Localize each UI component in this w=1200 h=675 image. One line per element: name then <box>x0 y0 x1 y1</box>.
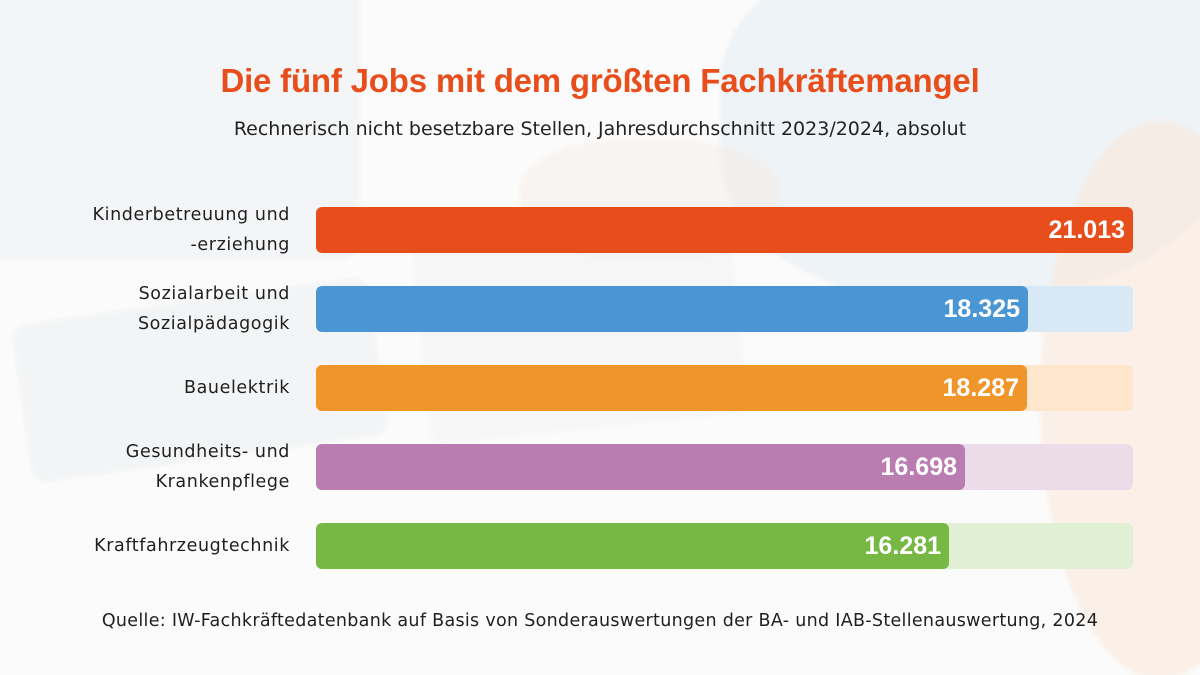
chart-subtitle: Rechnerisch nicht besetzbare Stellen, Ja… <box>233 118 967 140</box>
value-label: 21.013 <box>1048 215 1125 244</box>
bar-row: Kinderbetreuung und -erziehung 21.013 <box>0 205 1200 255</box>
category-label: Bauelektrik <box>183 378 290 398</box>
bar: 18.325 <box>316 286 1028 332</box>
bar: 18.287 <box>316 365 1027 411</box>
value-label: 16.698 <box>880 452 957 481</box>
category-label: Kraftfahrzeugtechnik <box>94 536 290 556</box>
bar: 16.281 <box>316 523 949 569</box>
value-label: 18.287 <box>942 373 1019 402</box>
value-label: 16.281 <box>864 531 941 560</box>
category-label: Sozialarbeit und Sozialpädagogik <box>137 284 290 334</box>
bar-row: Sozialarbeit und Sozialpädagogik 18.325 <box>0 284 1200 334</box>
category-label: Gesundheits- und Krankenpflege <box>125 442 290 492</box>
bar: 16.698 <box>316 444 965 490</box>
bar-row: Gesundheits- und Krankenpflege 16.698 <box>0 442 1200 492</box>
source-note: Quelle: IW-Fachkräftedatenbank auf Basis… <box>101 611 1099 631</box>
category-label: Kinderbetreuung und -erziehung <box>92 205 290 255</box>
bar-row: Bauelektrik 18.287 <box>0 365 1200 411</box>
value-label: 18.325 <box>943 294 1020 323</box>
chart-title: Die fünf Jobs mit dem größten Fachkräfte… <box>220 62 980 99</box>
bar-row: Kraftfahrzeugtechnik 16.281 <box>0 523 1200 569</box>
bar: 21.013 <box>316 207 1133 253</box>
